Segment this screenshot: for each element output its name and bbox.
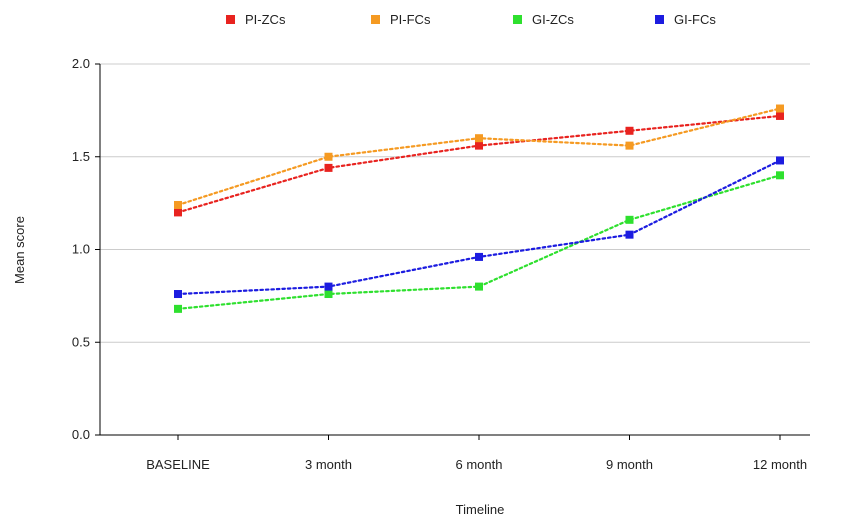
data-point [625, 141, 634, 150]
legend-swatch [655, 15, 664, 24]
x-tick-label: 9 month [606, 457, 653, 472]
legend-label: PI-ZCs [245, 12, 286, 27]
data-point [174, 304, 182, 313]
legend-label: PI-FCs [390, 12, 431, 27]
series-gi-zcs [174, 171, 784, 313]
x-axis-title: Timeline [456, 502, 505, 517]
series-gi-fcs [174, 156, 784, 299]
data-point [475, 134, 483, 143]
data-point [324, 290, 333, 299]
y-tick-label: 1.5 [72, 149, 90, 164]
data-point [475, 282, 483, 291]
x-tick-label: 3 month [305, 457, 352, 472]
data-point [625, 126, 634, 135]
y-tick-label: 2.0 [72, 56, 90, 71]
x-axis: BASELINE 3 month 6 month 9 month 12 month [100, 434, 810, 472]
y-axis-title: Mean score [12, 216, 27, 284]
data-point [475, 141, 483, 150]
y-axis: 0.0 0.5 1.0 1.5 2.0 [72, 56, 101, 442]
data-point [324, 152, 333, 161]
data-point [625, 215, 634, 224]
data-point [174, 208, 182, 217]
data-point [776, 104, 784, 113]
y-tick-label: 1.0 [72, 242, 90, 257]
data-point [776, 171, 784, 180]
data-point [174, 290, 182, 299]
legend-swatch [371, 15, 380, 24]
data-point [776, 156, 784, 165]
series-line [176, 159, 782, 296]
plot-series [174, 104, 784, 313]
legend-label: GI-ZCs [532, 12, 574, 27]
data-point [475, 252, 483, 261]
x-tick-label: 12 month [753, 457, 807, 472]
gridlines [100, 63, 810, 343]
data-point [174, 200, 182, 209]
data-point [776, 111, 784, 120]
data-point [324, 163, 333, 172]
y-tick-label: 0.5 [72, 334, 90, 349]
legend-label: GI-FCs [674, 12, 716, 27]
data-point [625, 230, 634, 239]
series-pi-fcs [174, 104, 784, 209]
legend: PI-ZCs PI-FCs GI-ZCs GI-FCs [226, 12, 716, 27]
x-tick-label: 6 month [456, 457, 503, 472]
y-tick-label: 0.0 [72, 427, 90, 442]
data-point [324, 282, 333, 291]
x-tick-label: BASELINE [146, 457, 210, 472]
series-pi-zcs [174, 111, 784, 217]
legend-swatch [226, 15, 235, 24]
legend-swatch [513, 15, 522, 24]
